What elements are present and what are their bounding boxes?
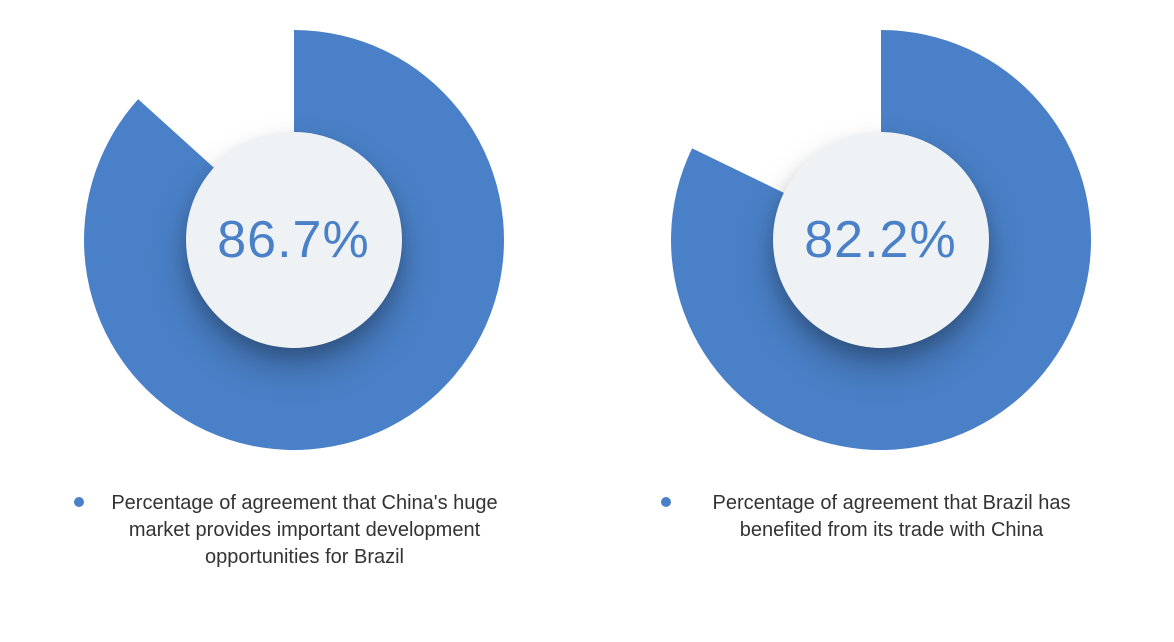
caption-row-2: Percentage of agreement that Brazil has … <box>661 490 1101 544</box>
donut-wrap-2: 82.2% <box>671 30 1091 450</box>
caption-text-1: Percentage of agreement that China's hug… <box>96 490 514 571</box>
donut-center-disc-2: 82.2% <box>773 132 989 348</box>
donut-wrap-1: 86.7% <box>84 30 504 450</box>
percent-label-2: 82.2% <box>804 210 956 270</box>
bullet-icon <box>74 497 84 507</box>
charts-row: 86.7% Percentage of agreement that China… <box>0 0 1174 571</box>
bullet-icon <box>661 497 671 507</box>
percent-label-1: 86.7% <box>217 210 369 270</box>
caption-text-2: Percentage of agreement that Brazil has … <box>683 490 1101 544</box>
donut-chart-block-1: 86.7% Percentage of agreement that China… <box>44 30 544 571</box>
donut-center-disc-1: 86.7% <box>186 132 402 348</box>
caption-row-1: Percentage of agreement that China's hug… <box>74 490 514 571</box>
donut-chart-block-2: 82.2% Percentage of agreement that Brazi… <box>631 30 1131 544</box>
